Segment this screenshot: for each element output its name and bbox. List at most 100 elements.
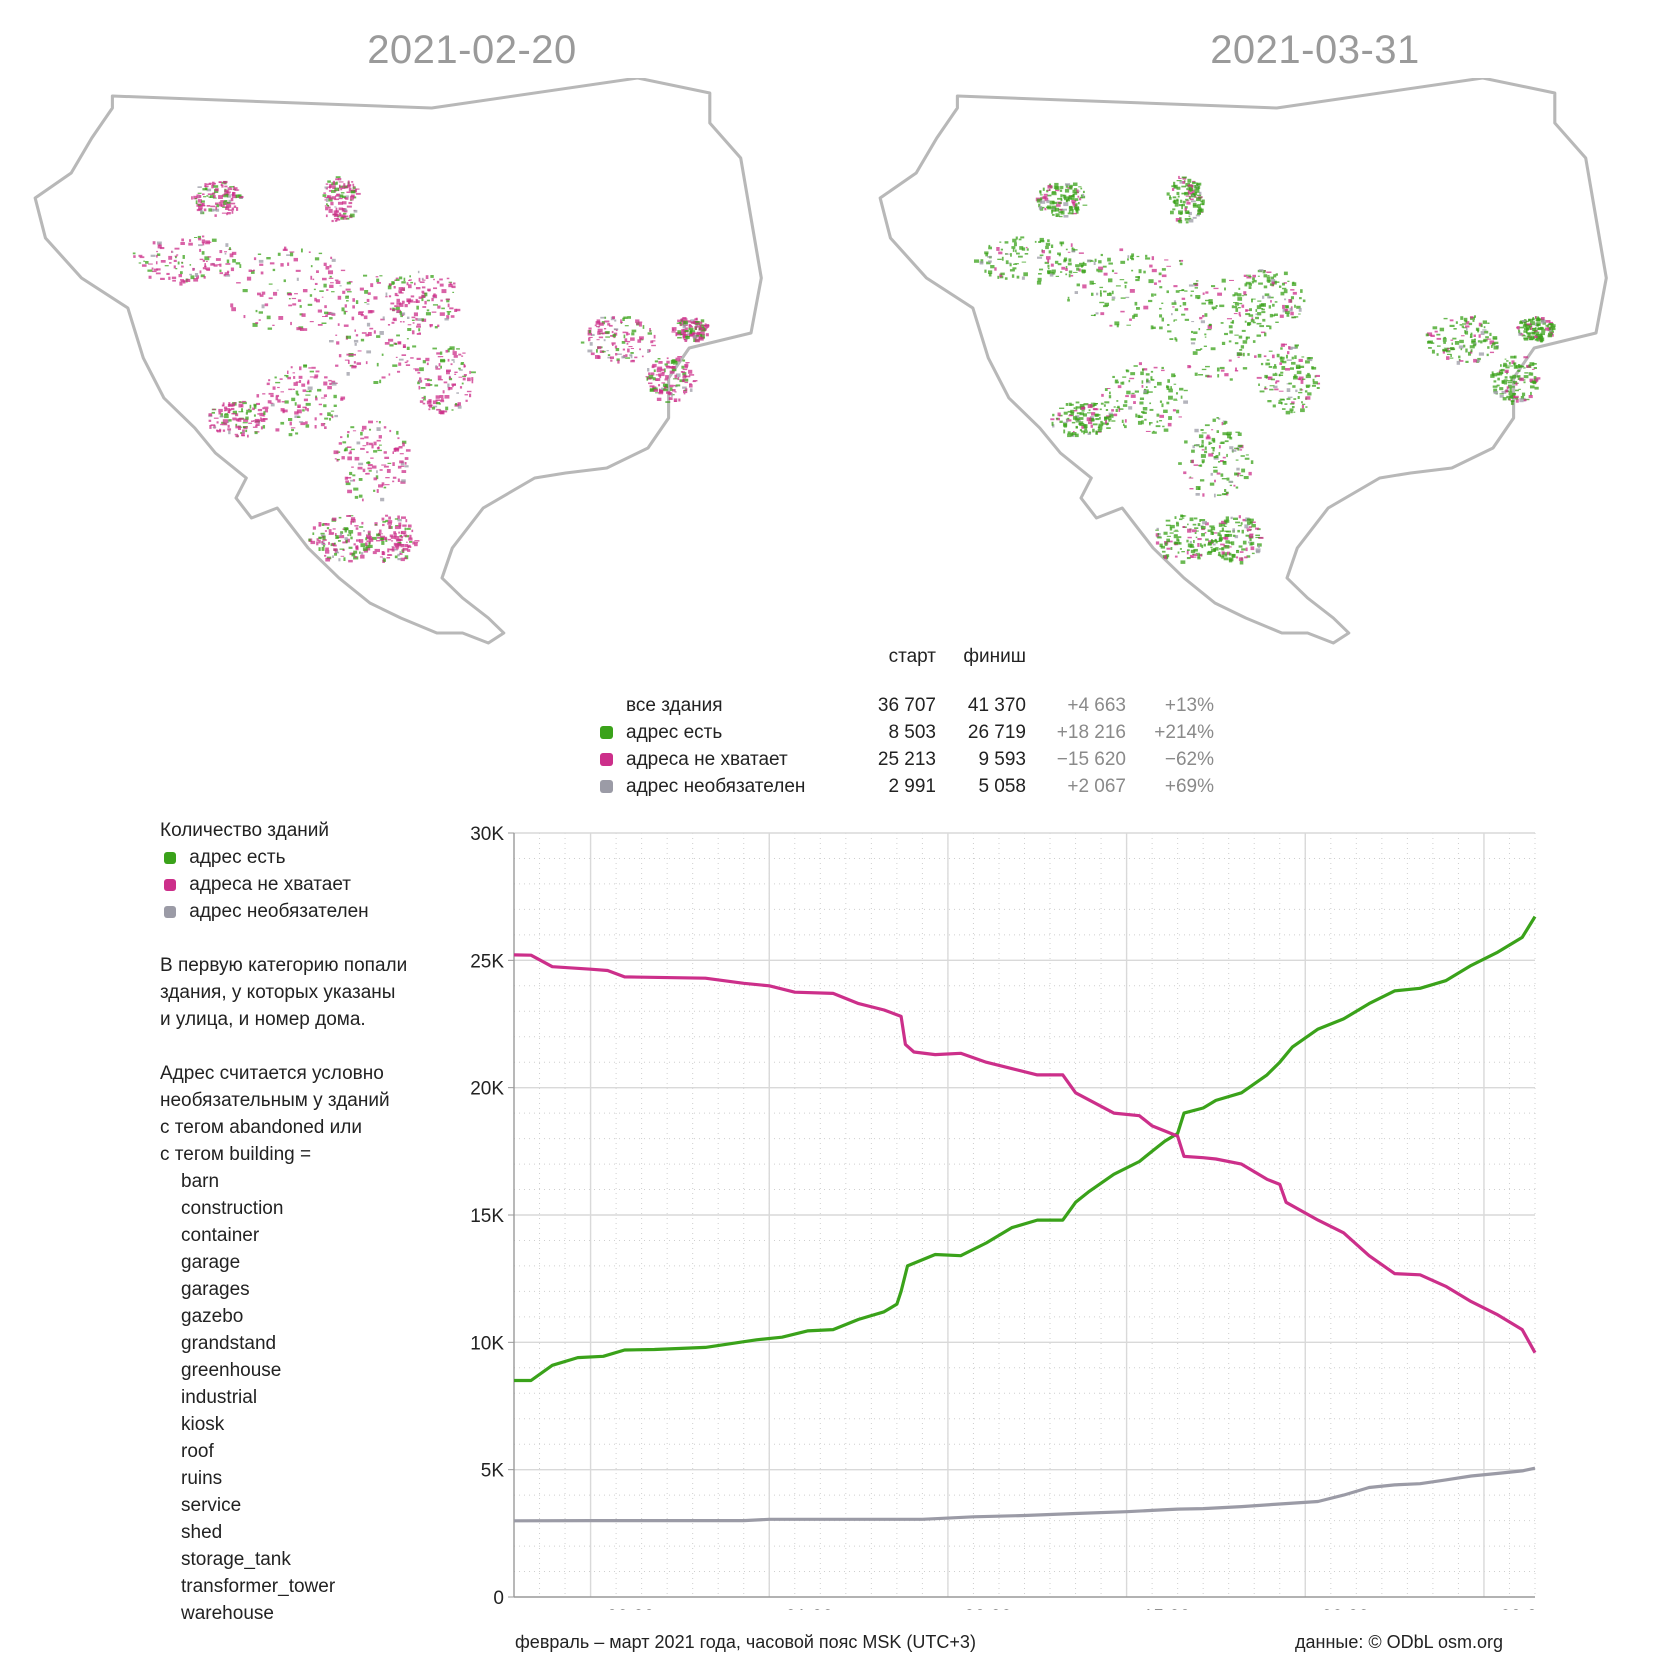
building-mark <box>232 191 235 195</box>
building-mark <box>692 380 698 382</box>
building-mark <box>388 283 392 286</box>
building-mark <box>683 392 686 395</box>
building-mark <box>401 312 406 316</box>
building-mark <box>406 541 408 543</box>
y-tick-label: 15K <box>470 1206 504 1227</box>
building-mark <box>408 299 414 303</box>
building-mark <box>399 524 402 529</box>
building-mark <box>1317 382 1321 385</box>
building-mark <box>1184 207 1187 212</box>
building-mark <box>1114 379 1119 382</box>
building-mark <box>1055 417 1059 420</box>
building-mark <box>1491 342 1496 346</box>
building-mark <box>1211 306 1217 309</box>
building-mark <box>1549 323 1554 325</box>
building-mark <box>367 530 371 534</box>
building-mark <box>1086 417 1092 422</box>
building-mark <box>1055 189 1060 192</box>
building-mark <box>681 365 685 369</box>
stats-row-all: все здания 36 707 41 370 +4 663 +13% <box>600 692 1214 719</box>
building-mark <box>1168 395 1173 400</box>
building-mark <box>1161 369 1165 372</box>
building-mark <box>1224 545 1230 549</box>
building-mark <box>342 290 346 294</box>
building-mark <box>594 324 597 327</box>
building-mark <box>1199 543 1202 547</box>
building-mark <box>451 359 455 361</box>
building-mark <box>412 541 415 545</box>
building-mark <box>338 212 342 216</box>
building-mark <box>670 360 674 364</box>
building-mark <box>463 365 466 368</box>
building-mark <box>1251 280 1254 284</box>
building-mark <box>242 422 248 424</box>
building-mark <box>1010 253 1012 257</box>
building-mark <box>1151 431 1157 434</box>
building-mark <box>321 523 325 526</box>
building-mark <box>302 389 307 392</box>
building-mark <box>1291 282 1297 286</box>
building-mark <box>666 366 671 369</box>
building-mark <box>236 282 241 284</box>
building-mark <box>1148 391 1153 393</box>
building-mark <box>231 413 236 415</box>
building-mark <box>1506 360 1509 362</box>
building-mark <box>1216 417 1219 419</box>
building-mark <box>1164 259 1169 261</box>
building-mark <box>647 349 650 353</box>
gray-swatch-icon <box>600 779 613 793</box>
building-mark <box>1463 344 1466 348</box>
building-mark <box>422 360 426 364</box>
building-mark <box>1106 427 1111 429</box>
building-mark <box>403 277 406 281</box>
building-mark <box>1201 449 1205 451</box>
building-mark <box>1119 248 1124 252</box>
building-mark <box>1059 208 1064 211</box>
building-mark <box>226 213 228 216</box>
building-mark <box>1283 289 1288 294</box>
building-mark <box>248 422 253 424</box>
building-mark <box>1266 325 1270 327</box>
building-mark <box>1290 289 1295 291</box>
building-mark <box>380 497 385 502</box>
building-mark <box>1449 357 1454 359</box>
building-mark <box>373 381 379 384</box>
building-mark <box>148 275 152 279</box>
building-mark <box>268 283 273 285</box>
building-mark <box>1198 328 1201 331</box>
building-mark <box>987 256 992 258</box>
building-mark <box>1532 319 1535 321</box>
building-mark <box>1208 453 1214 457</box>
building-mark <box>222 206 228 208</box>
building-mark <box>1519 377 1524 382</box>
building-mark <box>1157 381 1162 386</box>
building-mark <box>596 319 601 324</box>
building-mark <box>648 349 651 352</box>
building-mark <box>1175 521 1179 524</box>
building-mark <box>448 377 453 381</box>
building-mark <box>207 193 213 195</box>
building-mark <box>1193 517 1198 520</box>
building-mark <box>684 339 688 342</box>
building-mark <box>1197 538 1202 541</box>
building-mark <box>1282 304 1285 309</box>
building-mark <box>1191 459 1194 464</box>
building-mark <box>213 264 218 267</box>
building-mark <box>1449 319 1454 322</box>
building-mark <box>1545 320 1551 323</box>
building-mark <box>215 206 218 210</box>
building-mark <box>692 381 696 383</box>
building-mark <box>1465 348 1468 353</box>
x-tick-label: 22.02 <box>607 1607 655 1610</box>
building-mark <box>228 419 232 422</box>
building-mark <box>394 343 398 345</box>
building-mark <box>397 553 400 557</box>
building-mark <box>1269 385 1275 387</box>
building-mark <box>324 426 327 429</box>
stats-row-optional-address: адрес необязателен 2 991 5 058 +2 067 +6… <box>600 773 1214 800</box>
building-mark <box>1200 526 1206 530</box>
building-mark <box>230 198 234 202</box>
building-mark <box>409 534 412 539</box>
building-mark <box>324 186 328 189</box>
building-mark <box>399 544 405 546</box>
